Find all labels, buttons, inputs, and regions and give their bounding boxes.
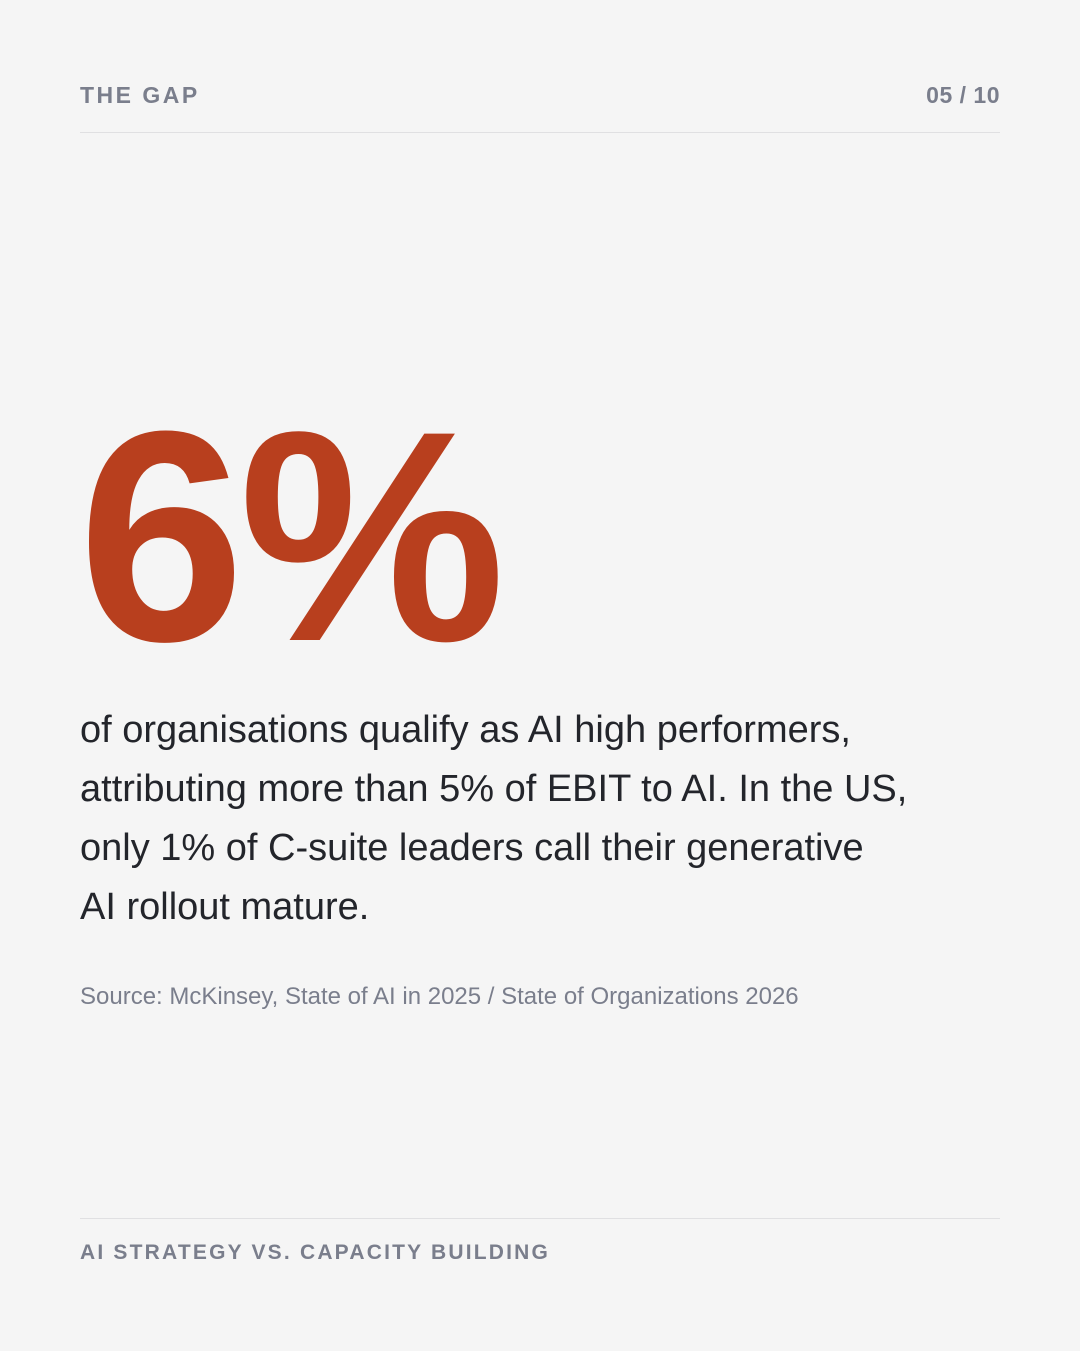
slide-header: THE GAP 05 / 10 <box>80 78 1000 133</box>
source-note: Source: McKinsey, State of AI in 2025 / … <box>80 983 799 1010</box>
footer-label: AI STRATEGY VS. CAPACITY BUILDING <box>80 1241 551 1264</box>
stat-description-line: AI rollout mature. <box>80 886 370 928</box>
slide-footer: AI STRATEGY VS. CAPACITY BUILDING <box>80 1218 1000 1264</box>
section-label: THE GAP <box>80 82 200 108</box>
stat-description: of organisations qualify as AI high perf… <box>80 701 1000 937</box>
stat-value: 6% <box>78 368 506 704</box>
stat-description-line: attributing more than 5% of EBIT to AI. … <box>80 768 908 810</box>
stat-description-line: of organisations qualify as AI high perf… <box>80 709 851 751</box>
page-counter: 05 / 10 <box>926 82 1000 108</box>
stat-description-line: only 1% of C-suite leaders call their ge… <box>80 827 864 869</box>
